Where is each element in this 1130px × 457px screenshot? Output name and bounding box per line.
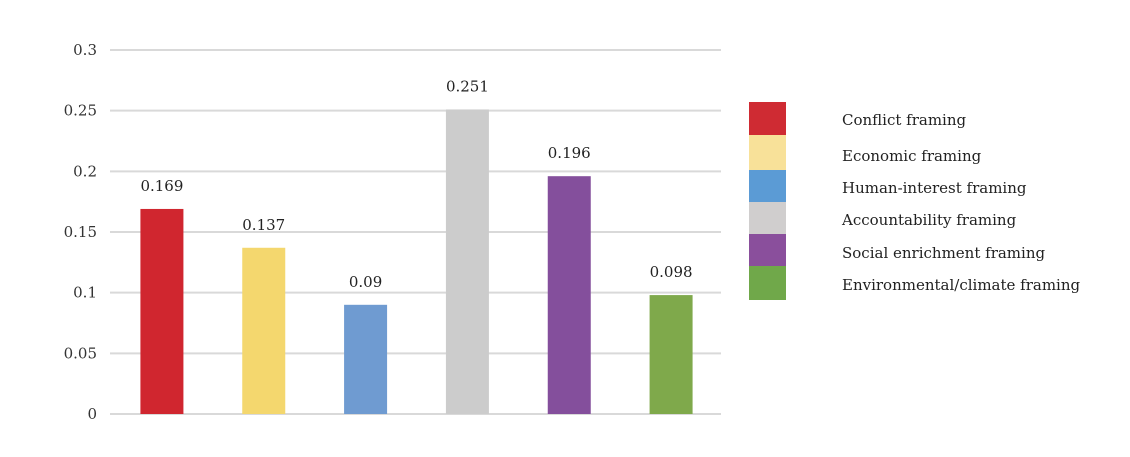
legend-label: Accountability framing	[841, 211, 1017, 229]
y-tick-label: 0.1	[73, 284, 97, 302]
legend-label: Social enrichment framing	[842, 244, 1045, 262]
data-label: 0.251	[446, 77, 489, 95]
legend-swatch	[749, 234, 786, 266]
legend-label: Environmental/climate framing	[842, 276, 1081, 294]
data-label: 0.196	[548, 144, 591, 162]
y-tick-label: 0.3	[73, 41, 97, 59]
gridlines	[110, 49, 721, 415]
data-label: 0.169	[140, 177, 183, 195]
legend-swatch	[749, 102, 786, 135]
bar-5	[547, 176, 591, 414]
y-tick-label: 0.15	[64, 223, 97, 241]
y-axis-ticks: 0 0.05 0.1 0.15 0.2 0.25 0.3	[64, 41, 97, 423]
bar-6	[649, 295, 693, 414]
legend-label: Conflict framing	[842, 111, 967, 129]
bar-2	[242, 247, 286, 414]
y-tick-label: 0.25	[64, 102, 97, 120]
bar-3	[344, 304, 388, 414]
bars	[140, 109, 693, 414]
legend-swatch	[749, 266, 786, 300]
data-label: 0.098	[650, 263, 693, 281]
data-label: 0.09	[349, 273, 382, 291]
legend: Conflict framing Economic framing Human-in…	[749, 102, 1081, 300]
legend-swatch	[749, 135, 786, 170]
legend-label: Economic framing	[842, 147, 982, 165]
y-tick-label: 0.2	[73, 162, 97, 180]
data-label: 0.137	[242, 216, 285, 234]
y-tick-label: 0	[87, 405, 97, 423]
legend-swatch	[749, 170, 786, 202]
y-tick-label: 0.05	[64, 344, 97, 362]
bar-1	[140, 208, 184, 414]
legend-label: Human-interest framing	[842, 179, 1027, 197]
legend-swatch	[749, 202, 786, 234]
data-labels: 0.169 0.137 0.09 0.251 0.196 0.098	[140, 77, 692, 290]
bar-4	[445, 109, 489, 414]
